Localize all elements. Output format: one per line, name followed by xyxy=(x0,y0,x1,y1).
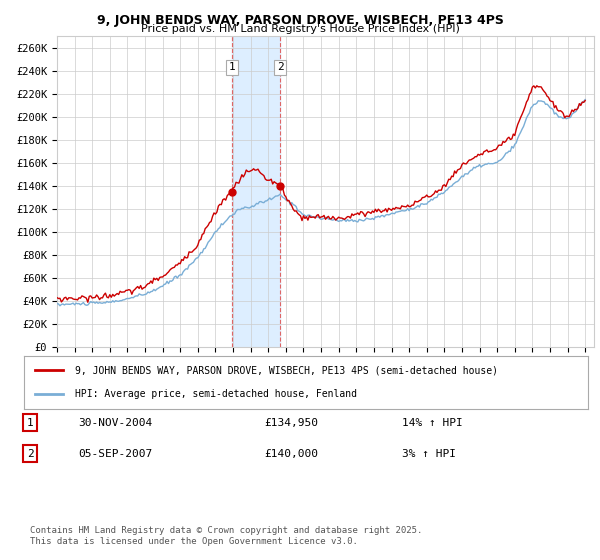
Text: 05-SEP-2007: 05-SEP-2007 xyxy=(78,449,152,459)
Text: 1: 1 xyxy=(26,418,34,428)
Text: 9, JOHN BENDS WAY, PARSON DROVE, WISBECH, PE13 4PS: 9, JOHN BENDS WAY, PARSON DROVE, WISBECH… xyxy=(97,14,503,27)
Text: HPI: Average price, semi-detached house, Fenland: HPI: Average price, semi-detached house,… xyxy=(75,389,357,399)
Text: £134,950: £134,950 xyxy=(264,418,318,428)
Text: 9, JOHN BENDS WAY, PARSON DROVE, WISBECH, PE13 4PS (semi-detached house): 9, JOHN BENDS WAY, PARSON DROVE, WISBECH… xyxy=(75,366,498,376)
Text: 2: 2 xyxy=(277,63,283,72)
Text: 2: 2 xyxy=(26,449,34,459)
Text: Price paid vs. HM Land Registry's House Price Index (HPI): Price paid vs. HM Land Registry's House … xyxy=(140,24,460,34)
Text: 30-NOV-2004: 30-NOV-2004 xyxy=(78,418,152,428)
Text: 14% ↑ HPI: 14% ↑ HPI xyxy=(402,418,463,428)
Text: Contains HM Land Registry data © Crown copyright and database right 2025.
This d: Contains HM Land Registry data © Crown c… xyxy=(30,526,422,546)
Text: £140,000: £140,000 xyxy=(264,449,318,459)
Text: 1: 1 xyxy=(228,63,235,72)
Text: 3% ↑ HPI: 3% ↑ HPI xyxy=(402,449,456,459)
Bar xyxy=(232,36,280,347)
